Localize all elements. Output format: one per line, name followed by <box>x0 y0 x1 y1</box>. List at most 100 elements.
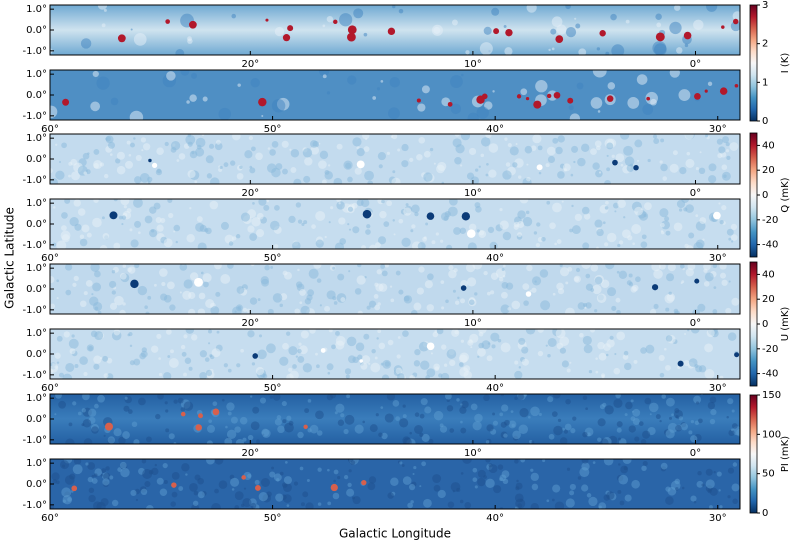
texture <box>678 416 684 421</box>
texture <box>87 462 96 470</box>
texture <box>319 150 329 160</box>
x-tick-label: 10° <box>464 448 482 459</box>
texture <box>297 268 300 272</box>
texture <box>449 359 456 367</box>
texture <box>214 142 223 151</box>
texture <box>318 70 330 77</box>
texture <box>703 281 710 287</box>
texture <box>421 85 430 94</box>
texture <box>611 154 615 158</box>
texture <box>73 199 81 207</box>
texture <box>595 357 598 360</box>
texture <box>717 153 723 159</box>
texture <box>116 165 126 175</box>
x-tick-label: 20° <box>241 318 259 329</box>
texture <box>377 236 387 245</box>
texture <box>548 433 555 440</box>
texture <box>521 346 529 354</box>
texture <box>185 329 195 334</box>
texture <box>551 16 563 28</box>
texture <box>413 360 421 367</box>
texture <box>207 424 215 433</box>
texture <box>553 425 563 436</box>
texture <box>283 494 292 503</box>
texture <box>434 366 440 372</box>
texture <box>79 356 88 365</box>
texture <box>65 362 75 372</box>
texture <box>247 225 255 233</box>
texture <box>343 475 349 480</box>
texture <box>518 175 522 179</box>
texture <box>247 473 252 479</box>
texture <box>485 440 490 444</box>
texture <box>100 498 109 507</box>
texture <box>101 468 107 473</box>
texture <box>686 151 691 156</box>
texture <box>275 163 283 170</box>
texture <box>618 270 628 279</box>
texture <box>424 280 433 289</box>
texture <box>499 412 504 417</box>
texture <box>129 344 133 348</box>
x-tick-label: 0° <box>690 448 701 459</box>
texture <box>348 228 352 231</box>
texture <box>660 230 664 233</box>
texture <box>191 72 198 79</box>
texture <box>363 333 370 340</box>
colorbar-tick-label: 150 <box>762 390 781 401</box>
texture <box>125 160 134 169</box>
map-panel: 20° 10° 0° 1.0° 0.0° -1.0° <box>22 393 741 459</box>
texture <box>493 485 502 494</box>
texture <box>641 234 647 240</box>
texture <box>392 170 396 174</box>
texture <box>170 349 174 354</box>
texture <box>370 362 381 373</box>
texture <box>685 158 695 168</box>
texture <box>665 496 674 505</box>
texture <box>157 394 164 400</box>
texture <box>577 302 586 310</box>
texture <box>486 291 491 296</box>
texture <box>297 219 303 224</box>
texture <box>557 171 565 179</box>
texture <box>466 277 477 287</box>
texture <box>632 284 639 292</box>
texture <box>652 41 667 55</box>
source <box>525 96 530 101</box>
texture <box>680 423 688 431</box>
texture <box>398 289 404 295</box>
texture <box>272 293 283 303</box>
texture <box>448 265 454 271</box>
texture <box>56 279 60 283</box>
source <box>606 95 614 102</box>
texture <box>147 180 151 184</box>
texture <box>605 51 610 55</box>
texture <box>731 423 738 429</box>
texture <box>565 281 569 285</box>
texture <box>718 202 721 205</box>
texture <box>681 199 690 203</box>
texture <box>383 221 390 228</box>
texture <box>130 239 139 248</box>
texture <box>592 70 607 78</box>
texture <box>613 398 623 408</box>
texture <box>680 281 683 285</box>
texture <box>688 430 693 435</box>
texture <box>257 298 261 301</box>
texture <box>504 419 510 426</box>
texture <box>79 300 87 308</box>
texture <box>622 354 629 360</box>
texture <box>665 335 673 342</box>
texture <box>60 460 69 470</box>
texture <box>569 483 576 491</box>
texture <box>704 369 715 379</box>
texture <box>606 167 611 172</box>
texture <box>387 492 394 499</box>
texture <box>420 398 428 406</box>
source <box>426 212 435 220</box>
texture <box>474 292 478 296</box>
texture <box>526 163 529 166</box>
texture <box>554 501 565 509</box>
texture <box>626 164 635 172</box>
texture <box>188 308 196 314</box>
